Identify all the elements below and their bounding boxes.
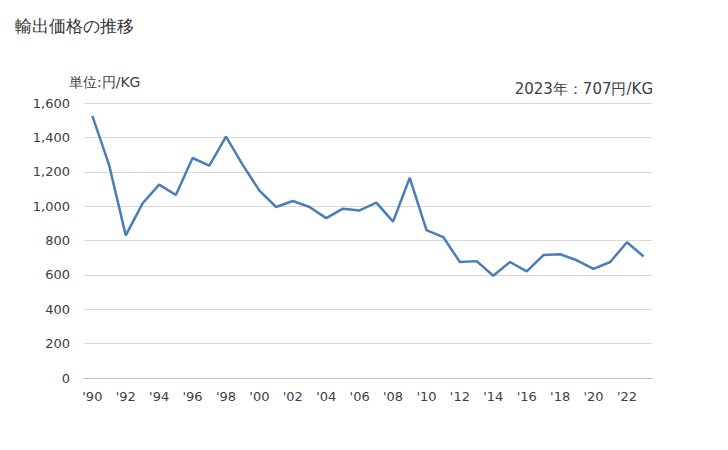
svg-text:輸出価格の推移: 輸出価格の推移 <box>15 16 134 36</box>
svg-text:'12: '12 <box>450 389 470 404</box>
svg-text:'20: '20 <box>583 389 603 404</box>
svg-text:'16: '16 <box>517 389 537 404</box>
svg-text:単位:円/KG: 単位:円/KG <box>69 74 140 90</box>
svg-text:'08: '08 <box>383 389 403 404</box>
svg-text:2023年：707円/KG: 2023年：707円/KG <box>515 80 653 98</box>
svg-text:1,000: 1,000 <box>33 199 70 214</box>
svg-text:400: 400 <box>45 302 70 317</box>
svg-text:'10: '10 <box>416 389 436 404</box>
svg-text:1,400: 1,400 <box>33 130 70 145</box>
svg-text:1,200: 1,200 <box>33 164 70 179</box>
svg-text:'18: '18 <box>550 389 570 404</box>
svg-text:0: 0 <box>62 371 70 386</box>
svg-text:'04: '04 <box>316 389 336 404</box>
svg-text:'90: '90 <box>82 389 102 404</box>
svg-text:'92: '92 <box>116 389 136 404</box>
svg-text:'06: '06 <box>350 389 370 404</box>
svg-text:'98: '98 <box>216 389 236 404</box>
svg-text:200: 200 <box>45 336 70 351</box>
svg-text:'00: '00 <box>249 389 269 404</box>
svg-text:'14: '14 <box>483 389 503 404</box>
svg-text:'96: '96 <box>183 389 203 404</box>
svg-text:600: 600 <box>45 267 70 282</box>
svg-text:'02: '02 <box>283 389 303 404</box>
svg-text:'22: '22 <box>617 389 637 404</box>
svg-text:800: 800 <box>45 233 70 248</box>
svg-text:1,600: 1,600 <box>33 96 70 111</box>
svg-text:'94: '94 <box>149 389 169 404</box>
